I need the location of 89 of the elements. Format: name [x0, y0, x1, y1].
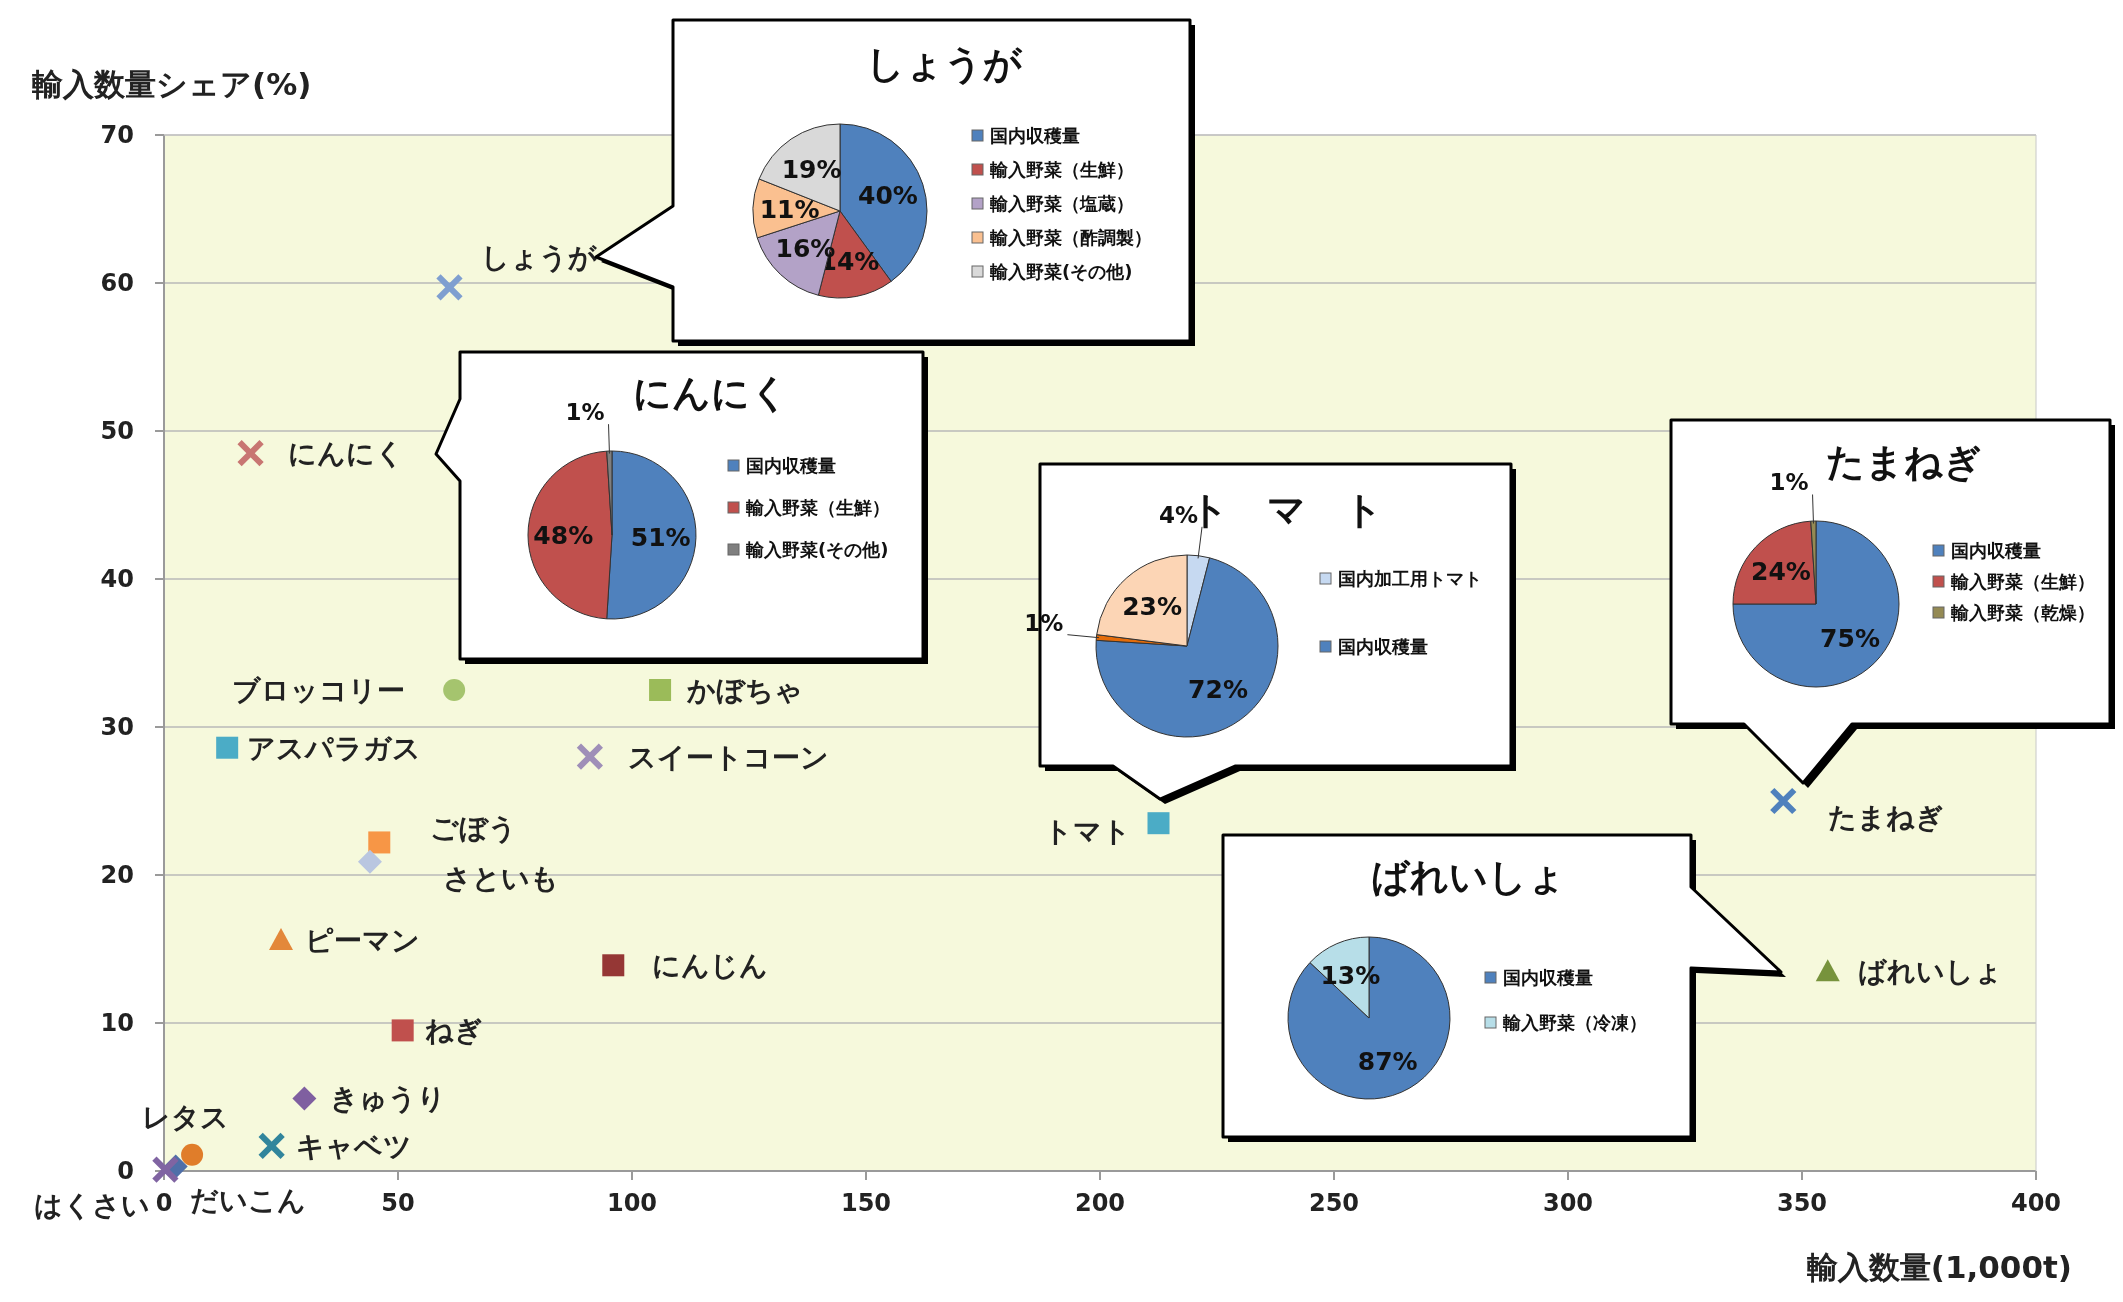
point [236, 439, 265, 468]
data-label: 75% [1820, 624, 1880, 654]
pie-slice [1287, 936, 1451, 1100]
series-label: しょうが [481, 241, 599, 275]
point [649, 679, 672, 701]
point [602, 954, 625, 977]
x-axis-title: 輸入数量(1,000t) [1805, 1249, 2072, 1285]
series-label: ピーマン [305, 924, 420, 958]
x-tick-label: 100 [606, 1189, 658, 1217]
y-tick-label: 0 [117, 1157, 134, 1185]
series-label: はくさい [34, 1188, 151, 1222]
point [181, 1143, 204, 1166]
point [292, 1086, 317, 1111]
pie-slice [1095, 557, 1279, 738]
point [357, 849, 382, 874]
data-label: 87% [1357, 1047, 1418, 1077]
point [391, 1019, 414, 1042]
legend-label: 輸入野菜(その他) [745, 539, 889, 560]
data-label: 72% [1188, 674, 1248, 704]
y-tick-label: 60 [100, 269, 134, 297]
chart-title: しょうが [866, 42, 1023, 86]
legend-label: 国内加工用トマト [1338, 568, 1482, 589]
legend-label: 輸入野菜（生鮮） [745, 497, 890, 518]
x-tick-label: 150 [840, 1189, 892, 1217]
y-tick-label: 10 [100, 1009, 134, 1037]
legend-label: 輸入野菜（酢調製） [989, 227, 1152, 248]
series-label: トマト [1043, 815, 1131, 849]
point [1815, 959, 1840, 982]
point [269, 928, 293, 951]
series-label: アスパラガス [247, 731, 422, 765]
x-tick-label: 400 [2010, 1189, 2062, 1217]
point [1147, 812, 1170, 835]
legend-label: 国内収穫量 [1503, 967, 1593, 988]
x-tick-label: 0 [155, 1189, 173, 1217]
point [435, 273, 464, 302]
point [151, 1155, 180, 1184]
series-label: にんじん [652, 949, 769, 983]
series-label: レタス [141, 1100, 229, 1134]
series-label: ばれいしょ [1857, 955, 2003, 989]
data-label: 23% [1122, 592, 1183, 622]
point [368, 831, 391, 854]
data-label: 1% [1769, 469, 1809, 496]
legend-label: 輸入野菜（生鮮） [1950, 571, 2095, 592]
data-label: 51% [630, 522, 691, 552]
x-tick-label: 300 [1542, 1189, 1594, 1217]
point [575, 742, 604, 771]
y-axis-title: 輸入数量シェア(%) [31, 66, 312, 102]
data-label: 1% [565, 399, 605, 426]
legend-label: 国内収穫量 [1338, 636, 1428, 657]
x-tick-label: 200 [1074, 1189, 1126, 1217]
y-tick-label: 50 [100, 417, 134, 445]
y-tick-label: 20 [100, 861, 134, 889]
series-label: ブロッコリー [232, 674, 406, 707]
y-tick-label: 40 [100, 565, 134, 593]
series-label: かぼちゃ [686, 674, 804, 707]
legend-label: 輸入野菜（生鮮） [989, 159, 1134, 180]
legend-label: 国内収穫量 [990, 125, 1080, 146]
legend-label: 輸入野菜（塩蔵） [989, 193, 1134, 214]
series-label: にんにく [287, 437, 404, 471]
y-tick-label: 30 [100, 713, 134, 741]
point [257, 1131, 286, 1160]
legend-label: 国内収穫量 [1951, 540, 2041, 561]
series-label: スイートコーン [627, 740, 829, 774]
data-label: 24% [1750, 557, 1811, 587]
data-label: 40% [858, 181, 918, 211]
x-tick-label: 50 [381, 1189, 415, 1217]
legend-label: 国内収穫量 [746, 455, 836, 476]
point [443, 679, 466, 701]
data-label: 48% [533, 521, 594, 550]
series-label: キャベツ [295, 1129, 412, 1163]
series-label: ねぎ [424, 1014, 483, 1048]
series-label: きゅうり [330, 1082, 447, 1116]
x-tick-label: 350 [1776, 1189, 1828, 1217]
chart-title: にんにく [633, 371, 789, 415]
legend-label: 輸入野菜（冷凍） [1502, 1012, 1647, 1033]
legend-label: 輸入野菜（乾燥） [1950, 602, 2095, 623]
series-label: たまねぎ [1828, 801, 1945, 834]
pie-slice [1732, 520, 1900, 688]
series-label: ごぼう [430, 812, 518, 846]
series-label: だいこん [189, 1183, 306, 1217]
text: さといも [442, 861, 559, 895]
chart-title: ばれいしょ [1370, 855, 1566, 899]
data-label: 11% [759, 195, 820, 225]
point [1769, 787, 1798, 815]
legend-label: 輸入野菜(その他) [989, 261, 1133, 282]
y-tick-label: 70 [100, 121, 134, 149]
x-tick-label: 250 [1308, 1189, 1360, 1217]
chart-title: たまねぎ [1826, 440, 1982, 484]
point [216, 736, 239, 759]
